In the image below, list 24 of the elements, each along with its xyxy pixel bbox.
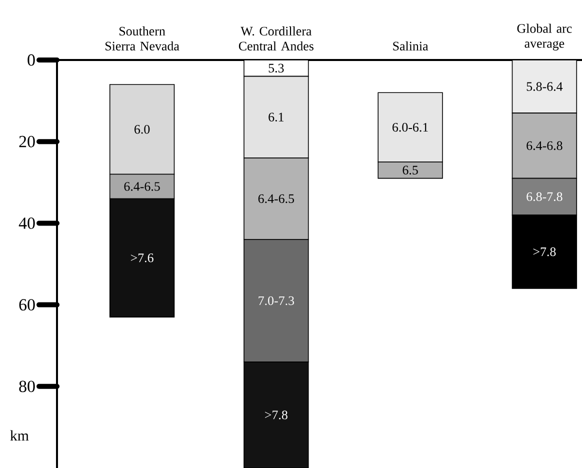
annotation: 6.5 [402, 166, 418, 175]
annotation: >7.8 [265, 410, 288, 420]
y-tick-label: 0 [28, 54, 35, 66]
annotation: 6.0 [134, 124, 150, 134]
annotation: 7.0-7.3 [258, 296, 294, 306]
annotation: 5.8-6.4 [526, 82, 563, 91]
annotation: 6.4-6.5 [124, 182, 160, 191]
annotation: >7.8 [533, 247, 556, 256]
x-tick-label: Global arc average [517, 24, 572, 50]
x-tick-label: W. Cordillera Central Andes [238, 26, 314, 50]
x-tick-label: Southern Sierra Nevada [106, 26, 180, 50]
annotation: >7.6 [130, 254, 154, 262]
y-tick-label: 40 [18, 217, 35, 229]
x-tick-label: Salinia [393, 41, 428, 50]
y-tick-label: 20 [19, 136, 35, 148]
annotation: 6.8-7.8 [526, 192, 562, 202]
y-tick-label: 80 [19, 380, 35, 392]
annotation: 6.4-6.5 [258, 194, 294, 204]
annotation: 6.1 [268, 112, 284, 122]
y-tick-label: 60 [19, 299, 35, 311]
y-axis-title: km [10, 430, 29, 441]
annotation: 5.3 [268, 64, 284, 73]
annotation: 6.0-6.1 [392, 122, 428, 132]
annotation: 6.4-6.8 [526, 141, 562, 150]
